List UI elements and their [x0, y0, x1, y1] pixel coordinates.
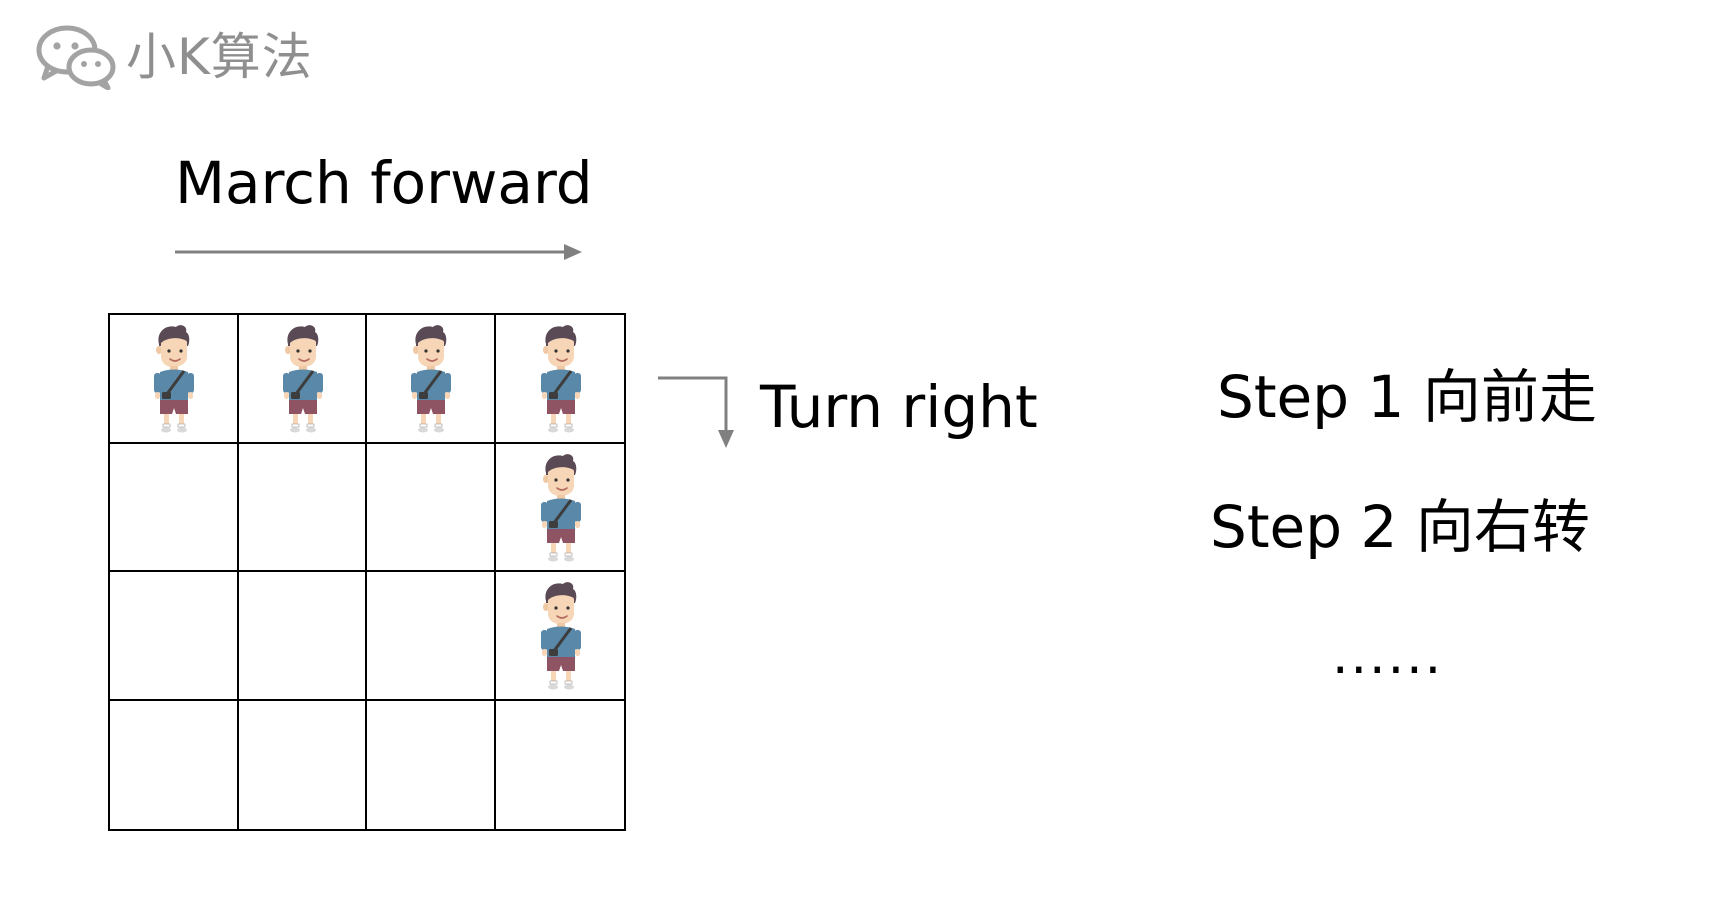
person-icon	[154, 325, 195, 433]
grid-cell-r4-c1	[110, 700, 239, 829]
step-ellipsis: ......	[1332, 626, 1444, 686]
grid-cell-r2-c4	[495, 444, 624, 572]
grid-cell-r1-c1	[110, 315, 239, 444]
brand-name: 小K算法	[126, 28, 313, 86]
grid-cell-r1-c3	[367, 315, 496, 444]
grid-cell-r3-c4	[495, 572, 624, 701]
march-forward-label: March forward	[175, 149, 593, 217]
grid-board	[108, 313, 626, 831]
grid-cell-r4-c2	[239, 700, 367, 829]
right-arrow-icon	[175, 244, 582, 260]
grid-cell-r3-c2	[238, 572, 367, 701]
grid-cell-r4-c4	[496, 701, 625, 830]
grid-cell-r4-c3	[367, 700, 496, 829]
step-item-2: Step 2 向右转	[1210, 493, 1590, 561]
grid-cell-r1-c4	[495, 315, 624, 444]
person-icon	[411, 325, 452, 433]
grid-cell-r3-c3	[367, 572, 496, 701]
grid-cell-r2-c2	[238, 443, 367, 572]
wechat-icon	[36, 25, 116, 90]
person-icon	[540, 325, 581, 433]
grid-cell-r2-c3	[367, 443, 496, 572]
person-icon	[282, 325, 323, 433]
person-icon	[540, 582, 581, 690]
person-icon	[540, 453, 581, 562]
step-item-1: Step 1 向前走	[1217, 363, 1597, 431]
turn-right-arrow-icon	[658, 376, 734, 448]
grid-cell-r3-c1	[110, 572, 239, 701]
grid-cell-r1-c2	[238, 315, 367, 444]
grid-cell-r2-c1	[110, 443, 239, 572]
turn-right-label: Turn right	[760, 373, 1038, 441]
brand-logo: 小K算法	[36, 24, 313, 90]
